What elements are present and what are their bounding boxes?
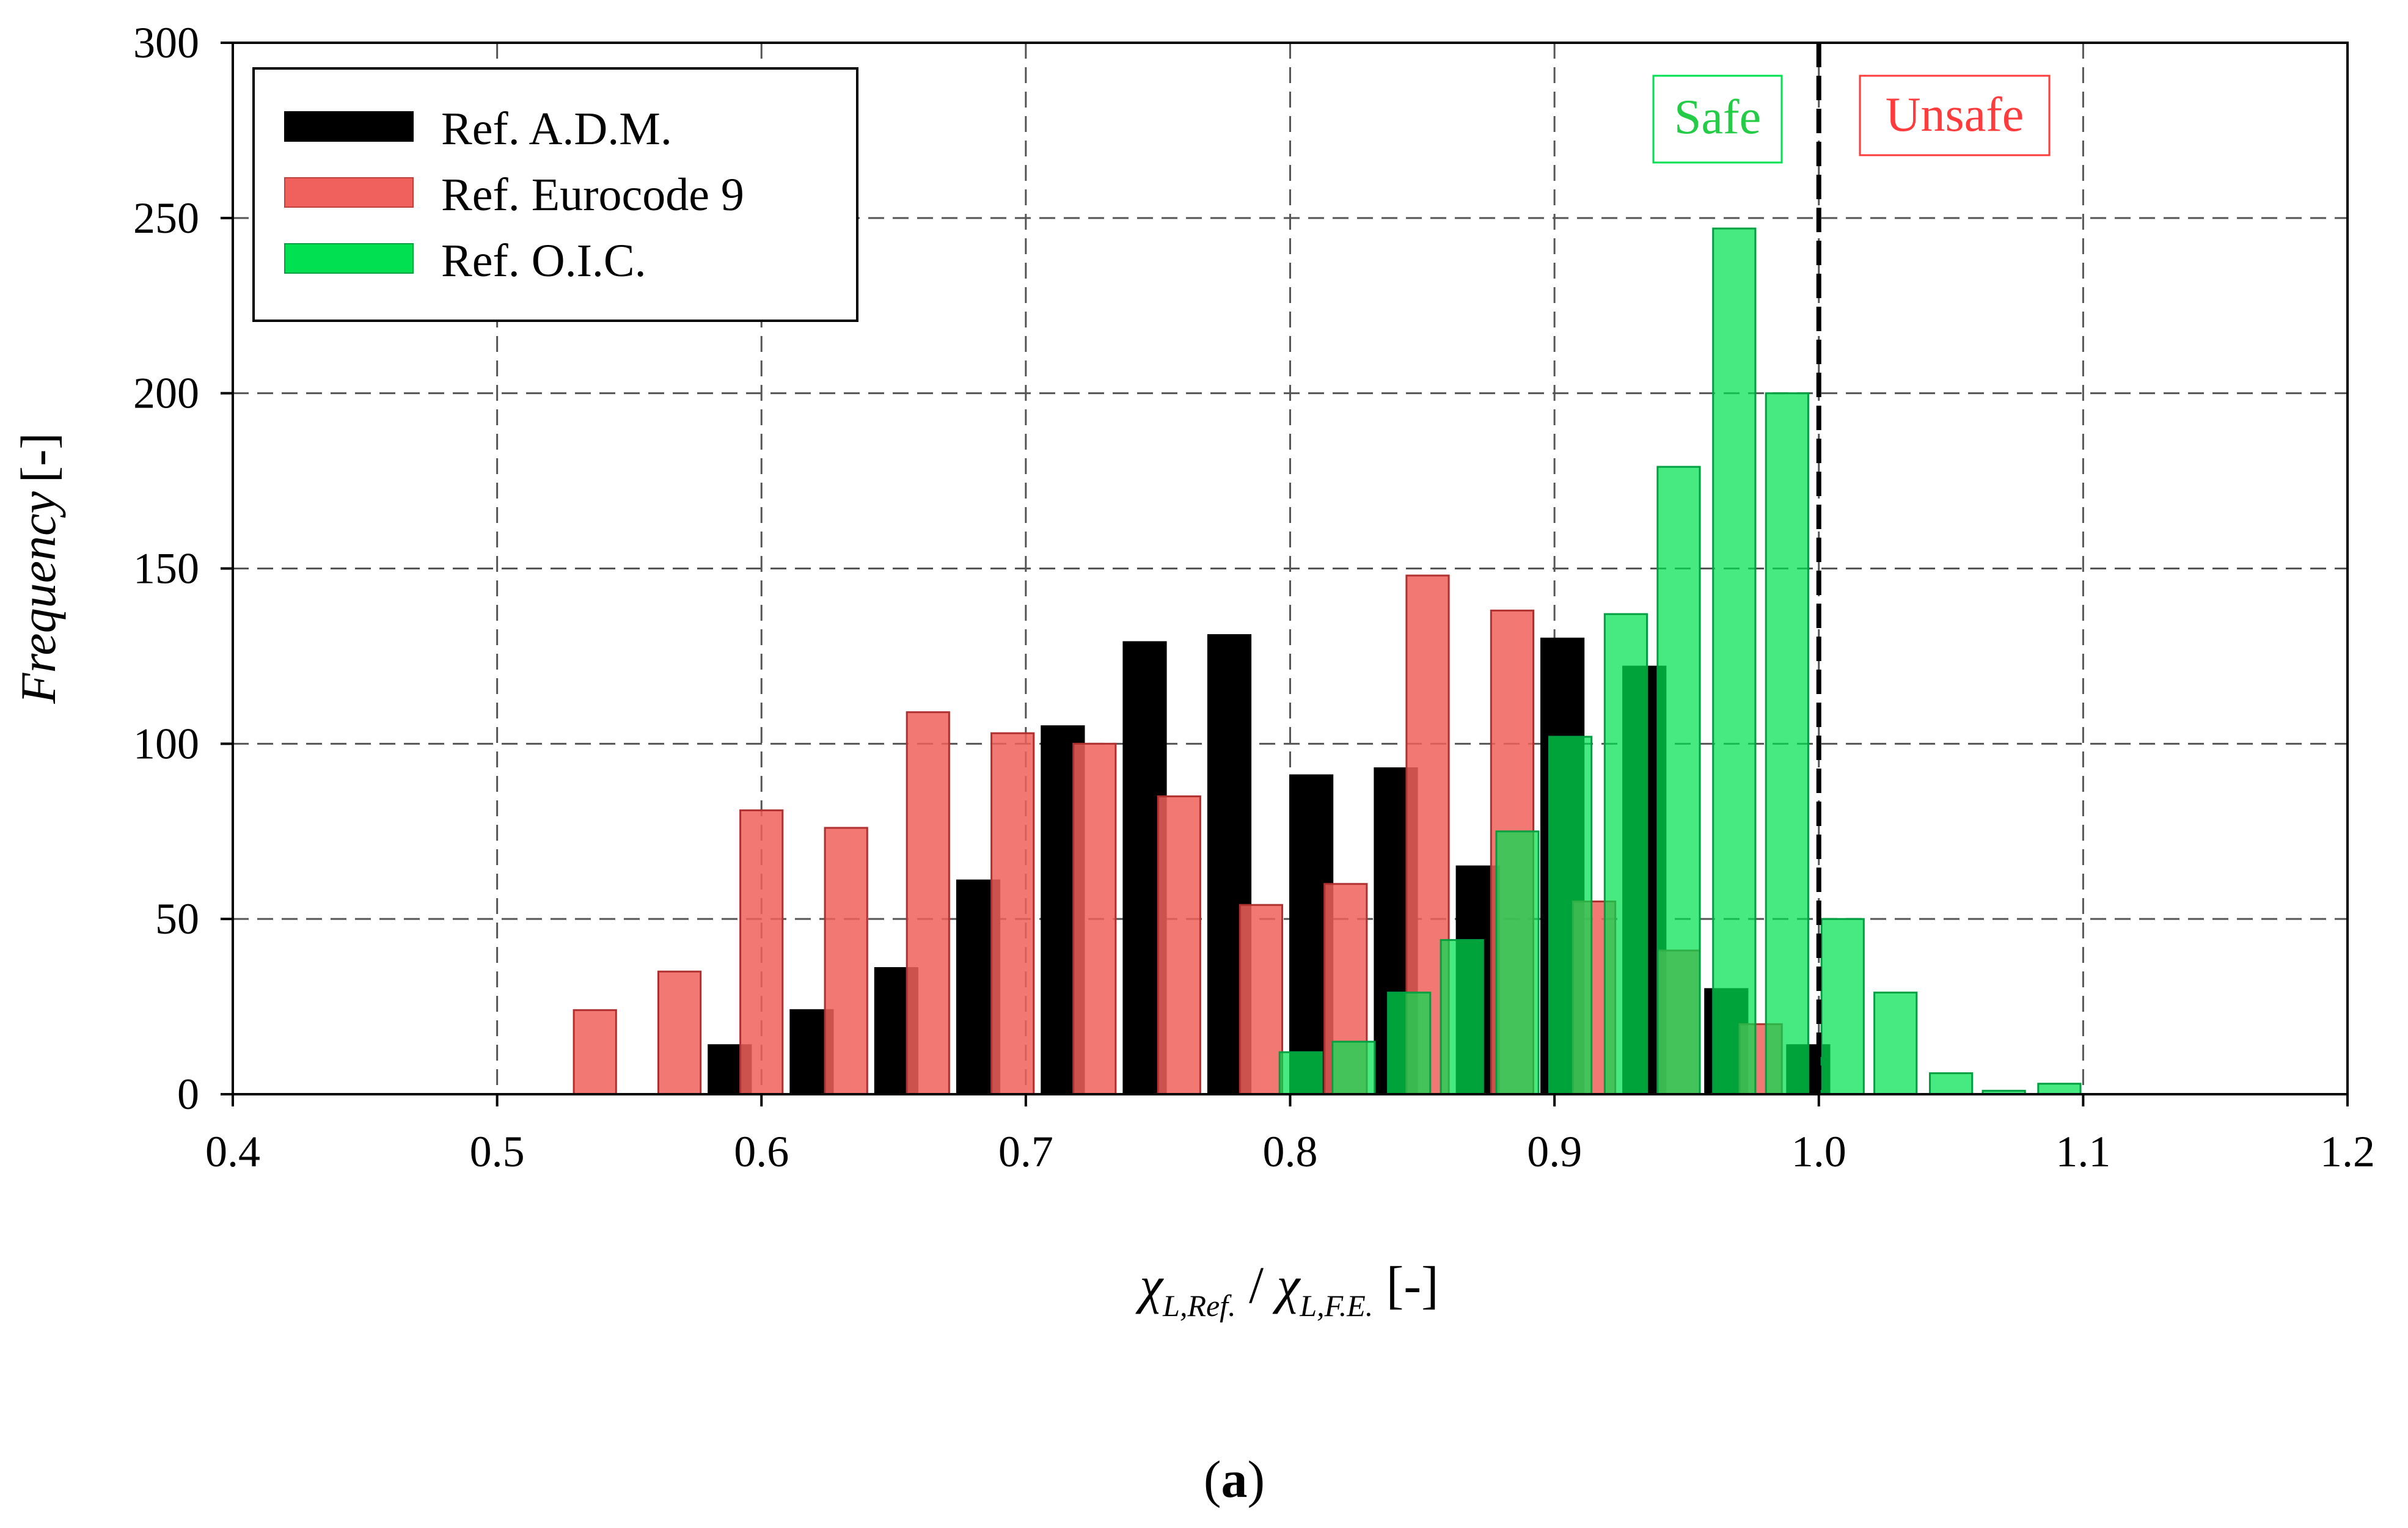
bar-oic xyxy=(1387,992,1432,1095)
legend-label-ec9: Ref. Eurocode 9 xyxy=(441,169,744,221)
bars xyxy=(573,227,2082,1095)
axes xyxy=(221,42,2349,1106)
bar-oic xyxy=(1603,613,1649,1095)
y-tick-label: 250 xyxy=(133,194,199,243)
bar-ec9 xyxy=(990,732,1035,1095)
legend-label-oic: Ref. O.I.C. xyxy=(441,235,646,287)
safe-box xyxy=(1652,75,1783,164)
bar-ec9 xyxy=(824,827,868,1095)
y-axis-label: Frequency[-] xyxy=(10,433,66,704)
x-tick-label: 0.8 xyxy=(1263,1127,1318,1176)
bar-oic xyxy=(1495,830,1540,1095)
x-tick-label: 0.5 xyxy=(470,1127,525,1176)
unsafe-annotation: Unsafe xyxy=(1859,75,2051,156)
bar-ec9 xyxy=(906,711,950,1095)
caption: (a) xyxy=(1204,1450,1265,1508)
legend-swatch-oic xyxy=(284,243,414,274)
legend: Ref. A.D.M. Ref. Eurocode 9 Ref. O.I.C. xyxy=(252,67,858,322)
x-tick-label: 0.9 xyxy=(1527,1127,1582,1176)
x-tick-label: 0.7 xyxy=(998,1127,1053,1176)
y-tick-label: 0 xyxy=(177,1070,199,1119)
grid-lines xyxy=(233,43,2348,1094)
x-tick-label: 1.2 xyxy=(2320,1127,2375,1176)
bar-oic xyxy=(1820,918,1865,1095)
y-tick-label: 100 xyxy=(133,719,199,768)
x-axis-label: χL,Ref. / χL,F.E. [-] xyxy=(1135,1256,1438,1323)
y-tick-label: 150 xyxy=(133,544,199,593)
bar-ec9 xyxy=(657,970,702,1095)
bar-ec9 xyxy=(1072,742,1117,1095)
legend-swatch-adm xyxy=(284,111,414,142)
x-tick-label: 0.6 xyxy=(734,1127,789,1176)
unsafe-label: Unsafe xyxy=(1886,88,2024,142)
bar-oic xyxy=(1765,392,1809,1095)
x-tick-label: 1.0 xyxy=(1791,1127,1846,1176)
bar-oic xyxy=(1331,1040,1376,1095)
bar-ec9 xyxy=(1239,904,1284,1095)
safe-label: Safe xyxy=(1674,90,1761,144)
legend-label-adm: Ref. A.D.M. xyxy=(441,103,672,155)
unsafe-box xyxy=(1859,75,2051,156)
bar-oic xyxy=(1929,1072,1974,1095)
y-tick-label: 200 xyxy=(133,369,199,418)
y-tick-label: 50 xyxy=(155,894,199,943)
bar-oic xyxy=(1440,939,1484,1095)
tick-labels: 0.4 0.5 0.6 0.7 0.8 0.9 1.0 1.1 1.2 0 50 100 150 200 2… xyxy=(133,18,2375,1176)
x-tick-label: 1.1 xyxy=(2055,1127,2110,1176)
safe-annotation: Safe xyxy=(1652,75,1783,164)
bar-oic xyxy=(1548,736,1593,1095)
x-tick-label: 0.4 xyxy=(205,1127,260,1176)
bar-oic xyxy=(1278,1051,1323,1095)
bar-ec9 xyxy=(739,809,784,1095)
bar-oic xyxy=(1656,466,1701,1095)
bar-ec9 xyxy=(573,1009,617,1095)
legend-swatch-ec9 xyxy=(284,177,414,208)
bar-oic xyxy=(1873,992,1918,1095)
bar-oic xyxy=(2037,1083,2082,1095)
y-tick-label: 300 xyxy=(133,18,199,67)
bar-oic xyxy=(1712,227,1757,1095)
bar-ec9 xyxy=(1157,795,1201,1095)
